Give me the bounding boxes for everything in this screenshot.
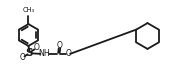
Text: S: S	[26, 48, 33, 58]
Text: O: O	[65, 49, 71, 58]
Text: O: O	[56, 41, 62, 50]
Text: CH₃: CH₃	[22, 7, 35, 13]
Text: NH: NH	[39, 49, 50, 58]
Text: O: O	[20, 53, 25, 62]
Text: O: O	[33, 43, 39, 52]
